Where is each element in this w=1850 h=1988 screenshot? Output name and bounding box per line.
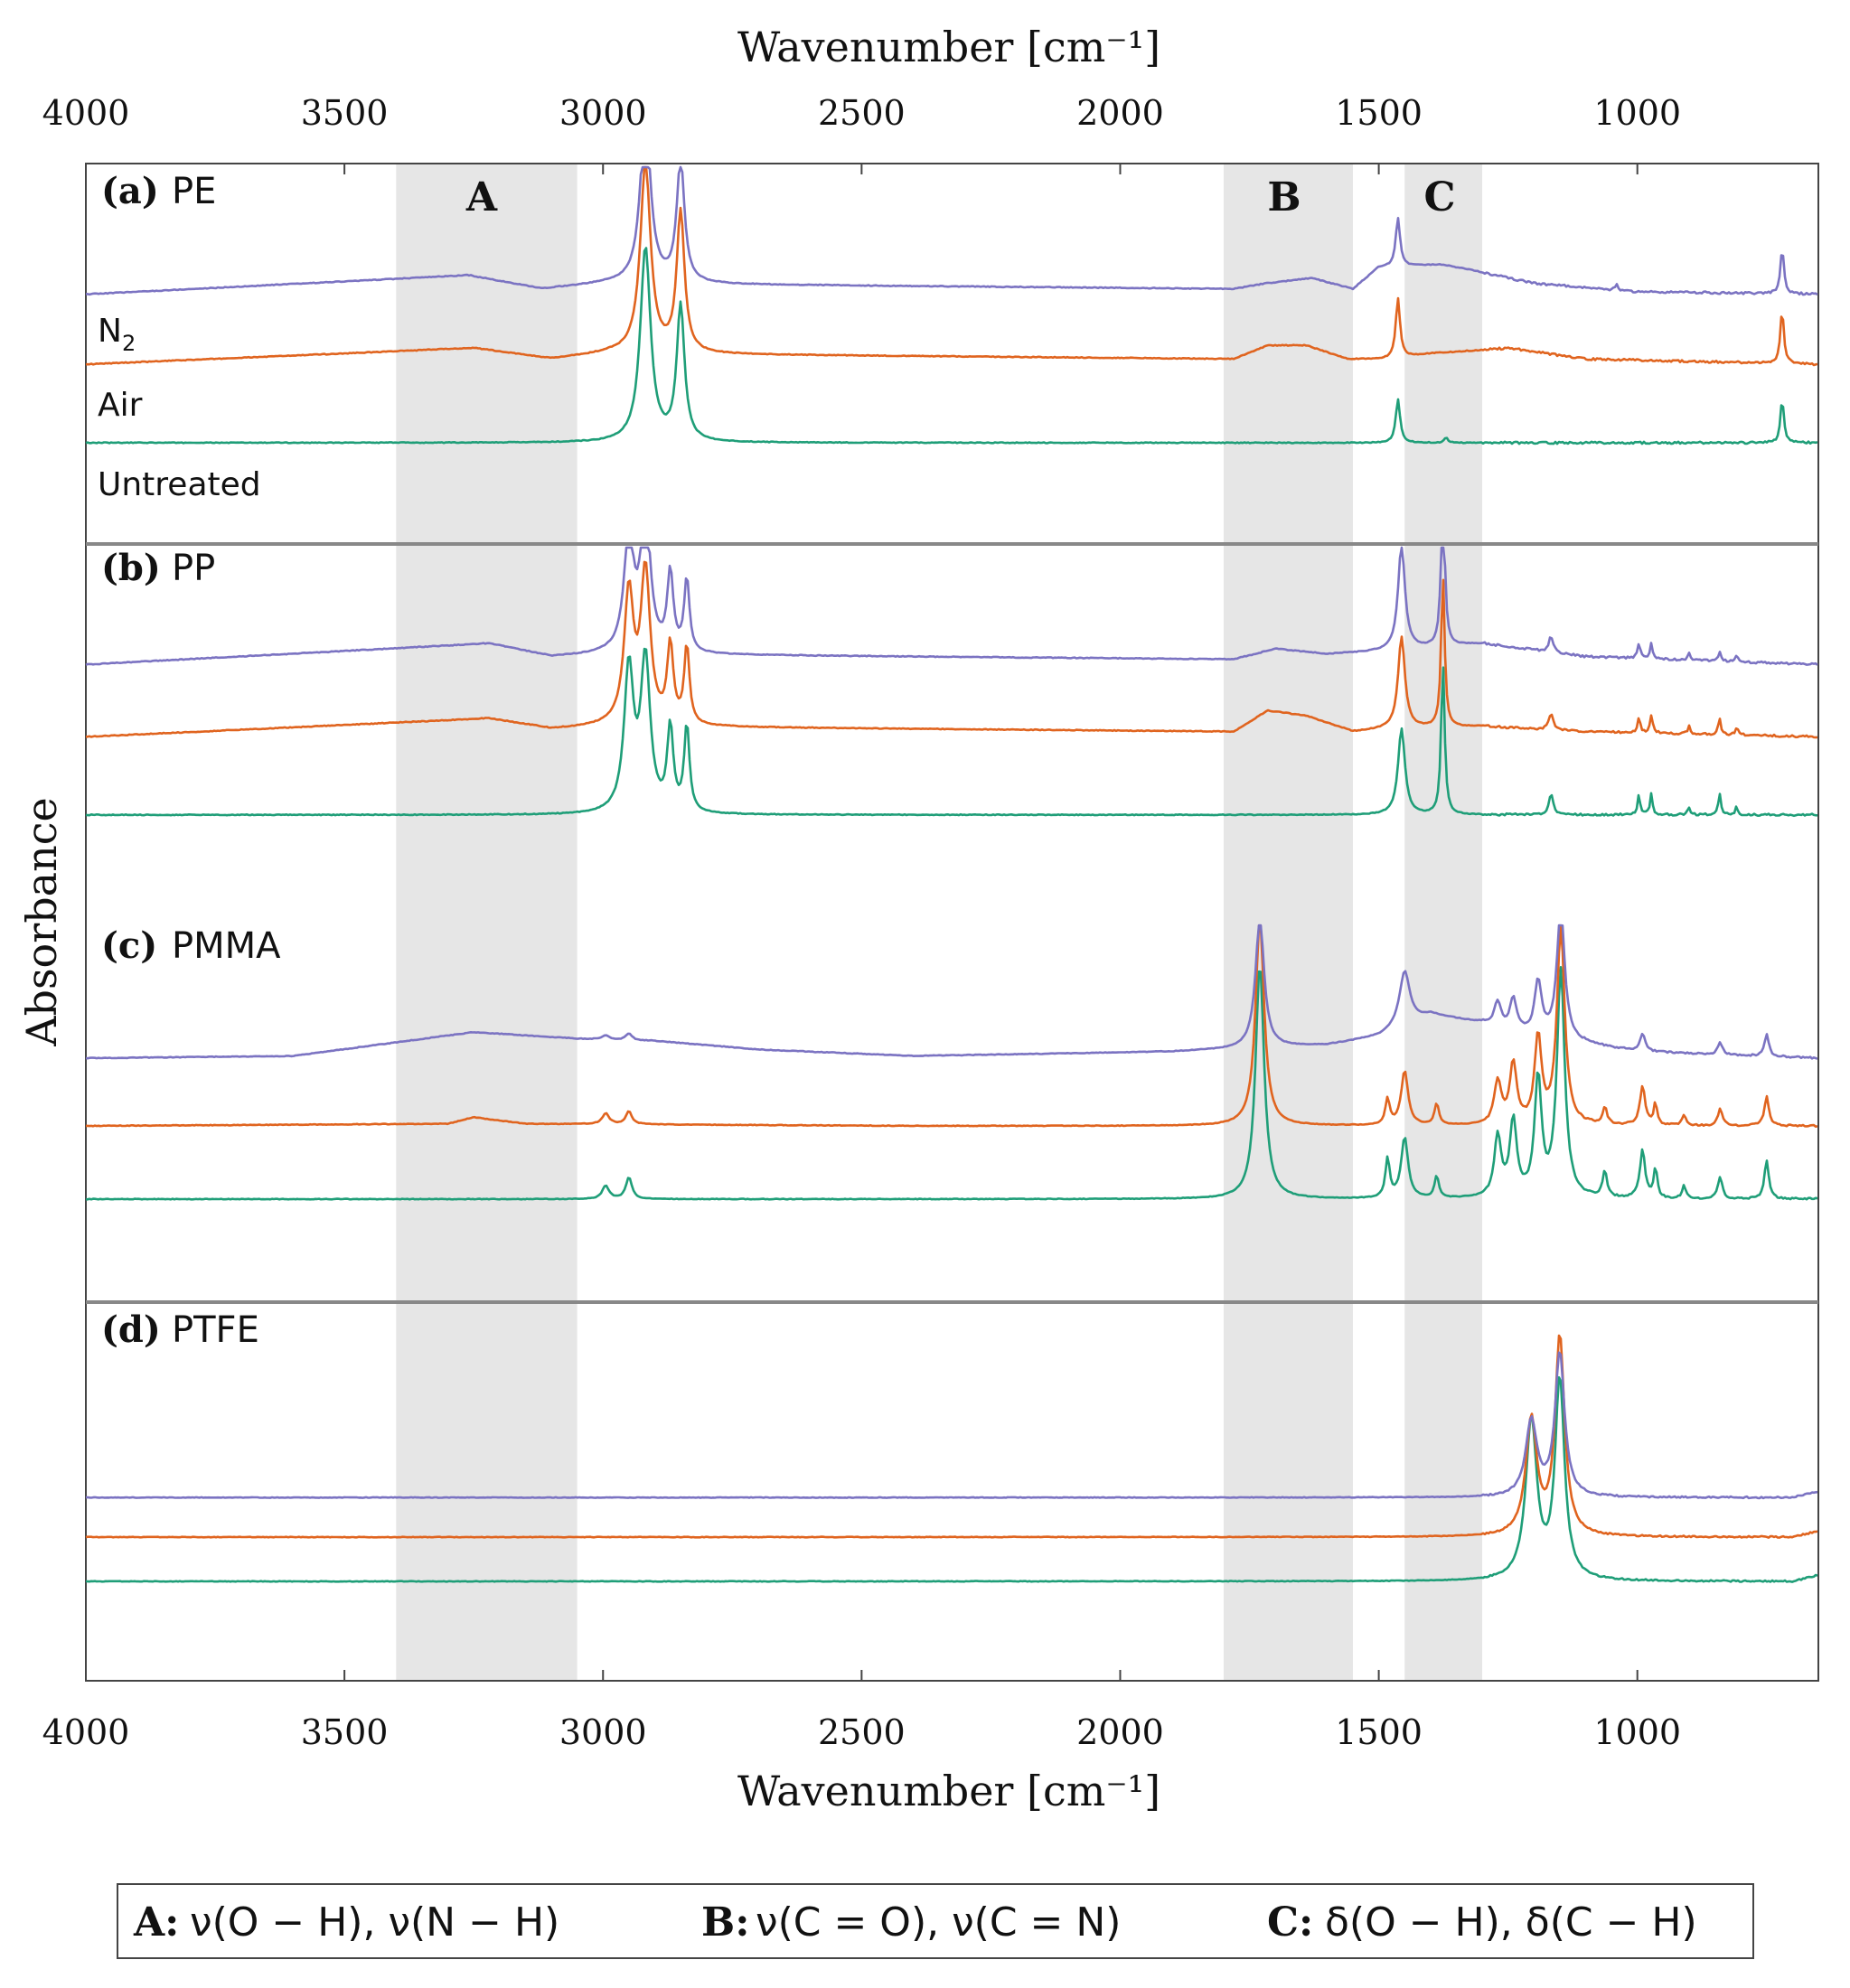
trace-label-n2-sub: 2 — [122, 331, 136, 356]
panel-ptfe-traces — [85, 1334, 1818, 1583]
spectra-traces — [85, 165, 1818, 1583]
legend-value-a: ν(O − H), ν(N − H) — [190, 1899, 559, 1946]
pe-air-trace — [86, 165, 1818, 367]
legend-key-c: C: — [1267, 1899, 1313, 1946]
band-letter-b: B — [1267, 174, 1301, 220]
panel-pe-traces — [85, 165, 1818, 445]
pmma-untreated-trace — [85, 966, 1818, 1201]
pe-untreated-trace — [85, 247, 1818, 445]
pmma-n2-trace — [85, 924, 1818, 1060]
panel-pp-traces — [85, 546, 1818, 818]
pp-n2-trace — [85, 546, 1818, 666]
panel-name-pmma: PMMA — [172, 925, 281, 967]
panel-label-pp: (b) PP — [101, 547, 215, 589]
panel-name-pp: PP — [172, 548, 215, 589]
panel-letter-d: (d) — [101, 1308, 161, 1351]
pp-untreated-trace — [85, 647, 1818, 818]
plot-border — [85, 163, 1819, 1682]
panel-letter-c: (c) — [101, 924, 157, 967]
bottom-tick-label-2500: 2500 — [818, 1712, 906, 1752]
legend-border — [117, 1883, 1754, 1959]
panel-label-pmma: (c) PMMA — [101, 924, 281, 967]
shaded-region-c — [1404, 164, 1483, 1681]
shaded-region-a — [396, 164, 578, 1681]
panel-pmma-traces — [85, 924, 1818, 1201]
trace-label-n2: N2 — [98, 313, 136, 356]
x-axis-title-top: Wavenumber [cm⁻¹] — [737, 23, 1160, 71]
panel-name-ptfe: PTFE — [172, 1309, 259, 1351]
ptfe-untreated-trace — [85, 1376, 1818, 1583]
top-tick-label-4000: 4000 — [42, 93, 130, 133]
legend-key-b: B: — [701, 1899, 749, 1946]
panel-label-pe: (a) PE — [101, 170, 216, 212]
trace-label-n2-main: N — [98, 313, 122, 350]
band-letter-a: A — [465, 174, 498, 220]
pmma-air-trace — [86, 924, 1818, 1128]
panel-letter-a: (a) — [101, 170, 159, 212]
pp-air-trace — [86, 560, 1818, 739]
pe-n2-trace — [85, 165, 1818, 296]
top-tick-label-1000: 1000 — [1593, 93, 1681, 133]
ptfe-n2-trace — [85, 1351, 1818, 1500]
trace-label-air: Air — [98, 387, 143, 424]
panel-label-ptfe: (d) PTFE — [101, 1308, 259, 1351]
bottom-tick-label-1500: 1500 — [1335, 1712, 1423, 1752]
bottom-tick-label-3000: 3000 — [559, 1712, 647, 1752]
top-tick-label-2500: 2500 — [818, 93, 906, 133]
bottom-tick-label-2000: 2000 — [1076, 1712, 1164, 1752]
bottom-tick-label-4000: 4000 — [42, 1712, 130, 1752]
panel-letter-b: (b) — [101, 547, 161, 589]
x-ticks: 4000 4000 3500 3500 3000 3000 2500 2500 2000 2000… — [42, 93, 1681, 1752]
plot-frame — [85, 163, 1819, 1682]
bottom-tick-label-3500: 3500 — [301, 1712, 389, 1752]
top-tick-label-3500: 3500 — [301, 93, 389, 133]
shaded-regions — [396, 164, 1483, 1681]
top-tick-label-1500: 1500 — [1335, 93, 1423, 133]
top-tick-label-3000: 3000 — [559, 93, 647, 133]
y-axis-title: Absorbance — [17, 797, 66, 1046]
legend-value-b: ν(C = O), ν(C = N) — [756, 1899, 1121, 1946]
top-tick-label-2000: 2000 — [1076, 93, 1164, 133]
shaded-region-b — [1223, 164, 1353, 1681]
panel-name-pe: PE — [172, 171, 216, 212]
trace-label-untreated: Untreated — [98, 466, 261, 503]
band-letter-c: C — [1423, 174, 1455, 220]
legend-key-a: A: — [133, 1899, 179, 1946]
bottom-tick-label-1000: 1000 — [1593, 1712, 1681, 1752]
legend-value-c: δ(O − H), δ(C − H) — [1325, 1899, 1697, 1946]
x-axis-title-bottom: Wavenumber [cm⁻¹] — [737, 1767, 1160, 1815]
legend-box: A: ν(O − H), ν(N − H) B: ν(C = O), ν(C =… — [117, 1883, 1754, 1959]
